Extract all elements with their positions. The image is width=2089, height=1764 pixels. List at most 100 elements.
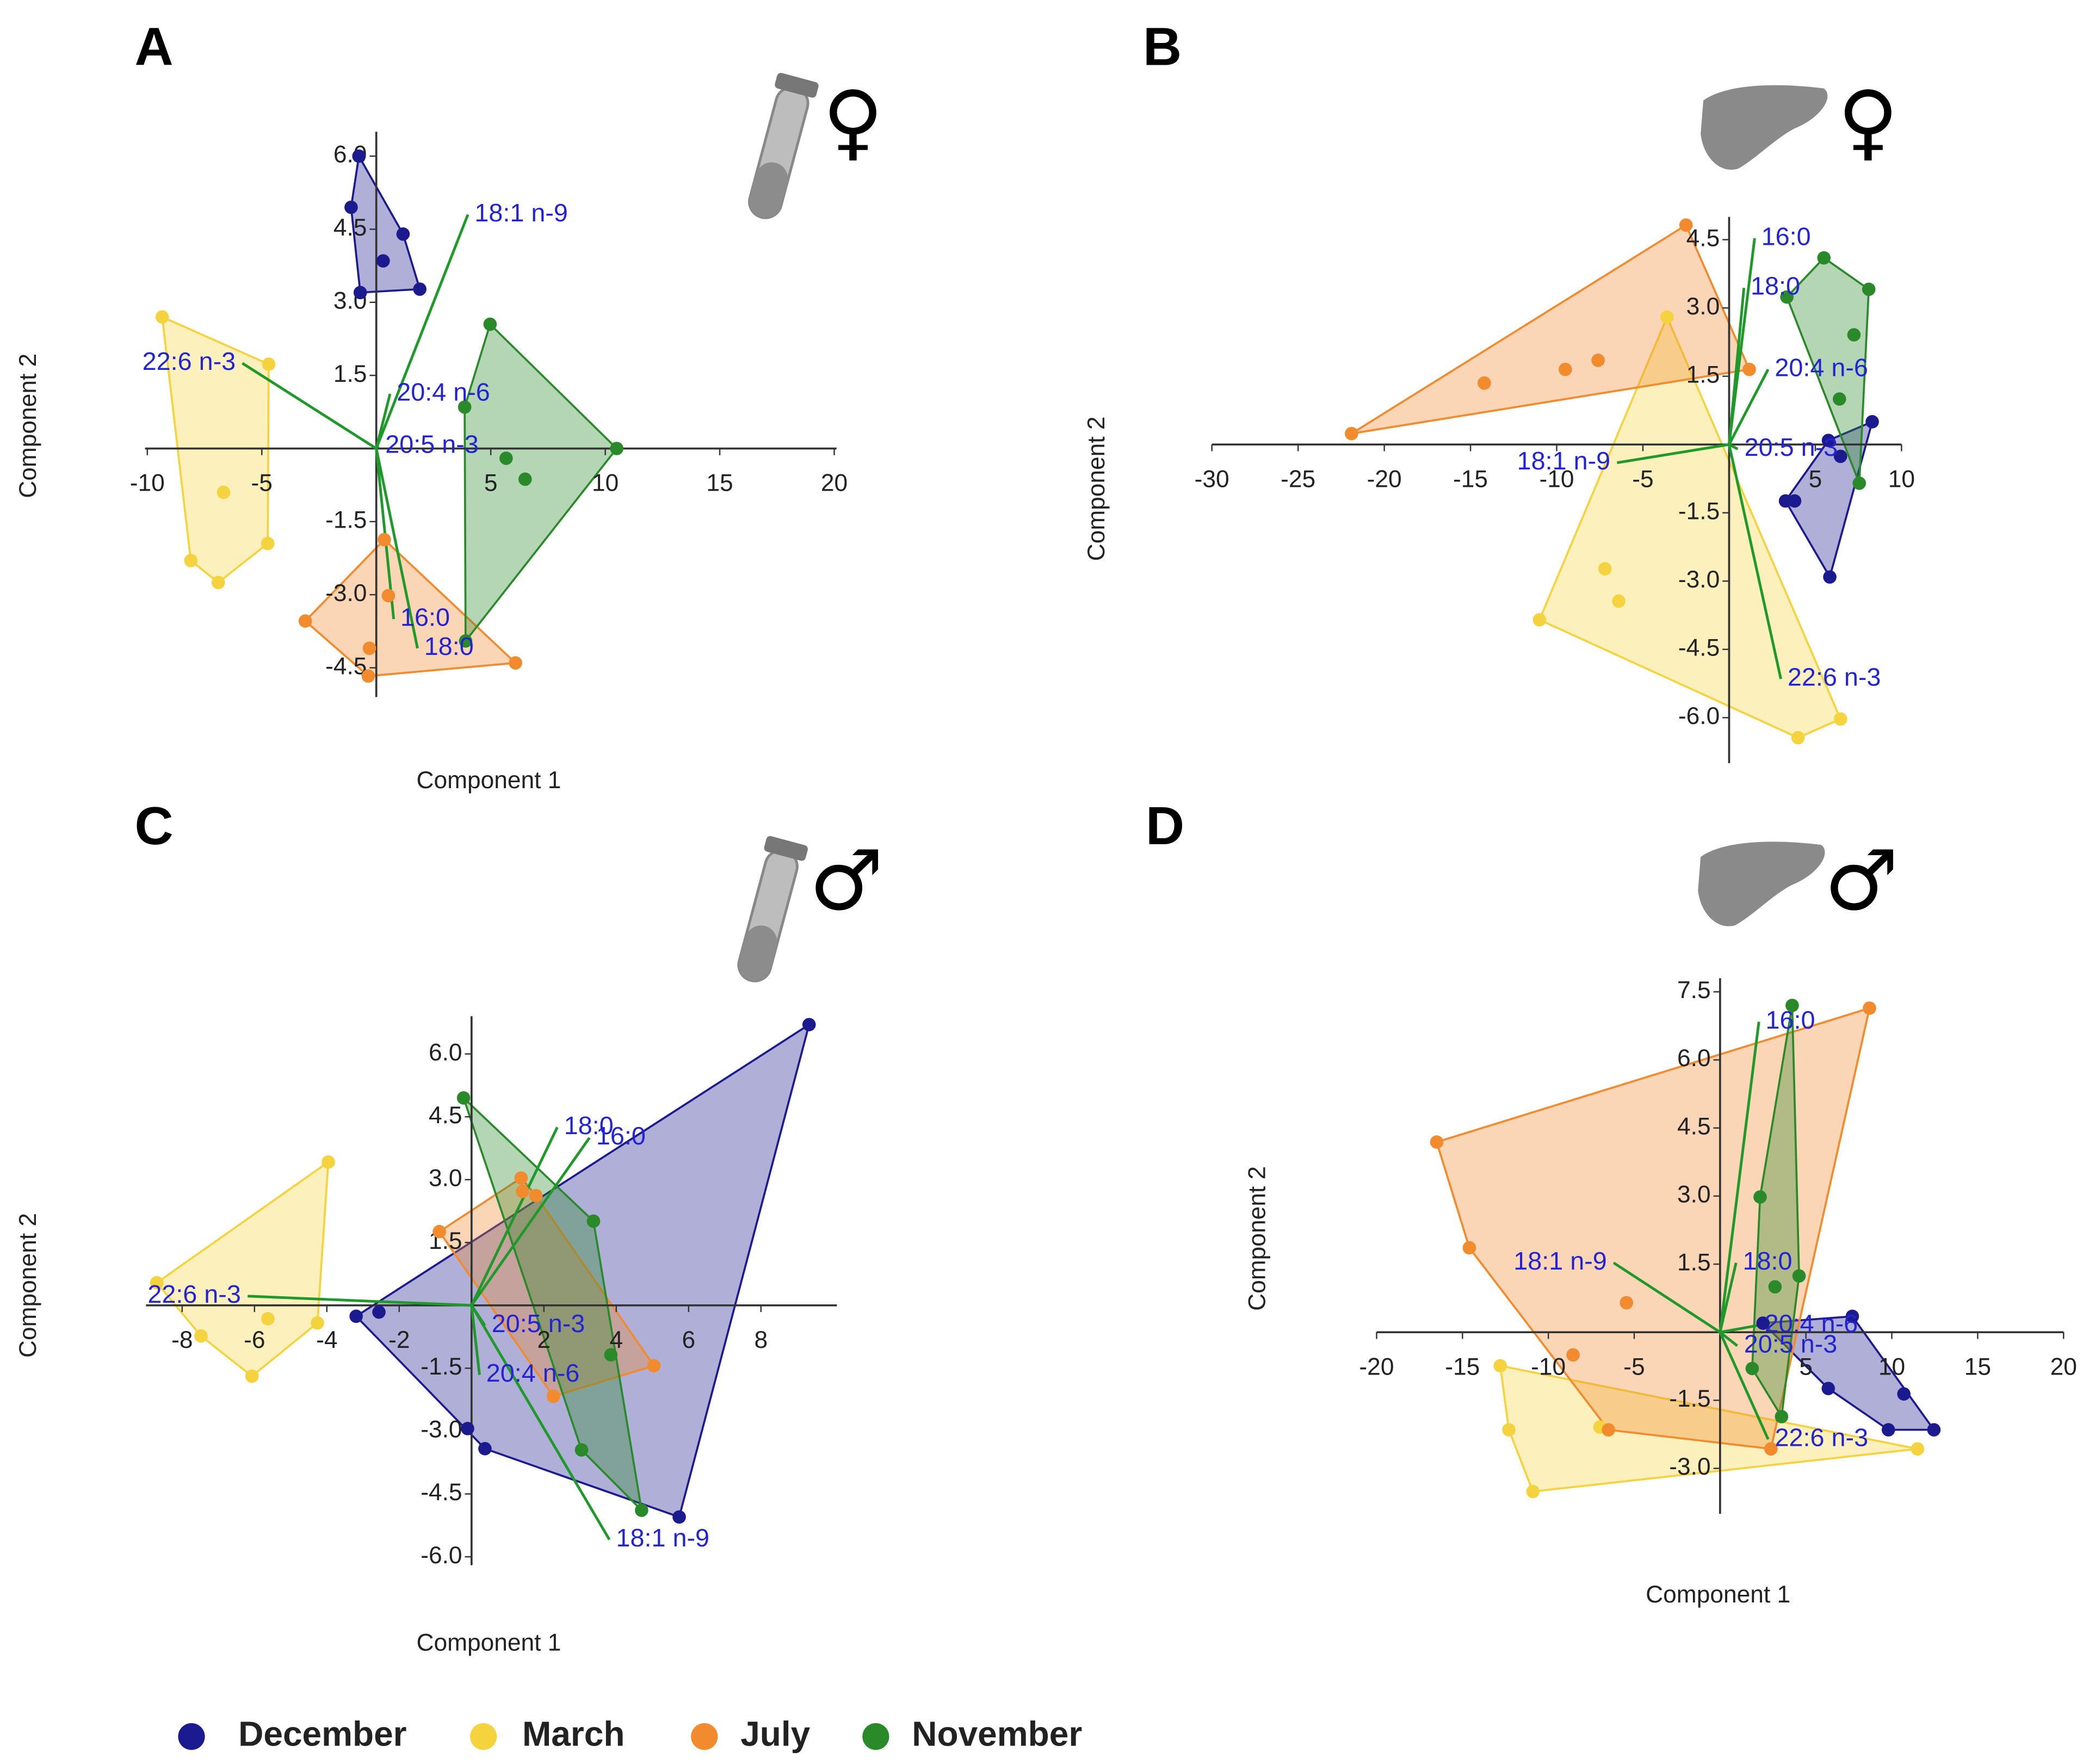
loading-vector [470, 1305, 481, 1375]
loading-label: 18:1 n-9 [1517, 447, 1611, 475]
point [194, 1329, 208, 1343]
point [344, 200, 358, 214]
point [635, 1503, 648, 1517]
x-tick-label: -10 [1531, 1353, 1566, 1380]
loading-vector [1728, 368, 1770, 445]
y-tick-label: 1.5 [1677, 1249, 1711, 1276]
y-tick-label: -4.5 [1678, 635, 1720, 661]
point [529, 1189, 543, 1203]
point [1478, 376, 1491, 390]
y-tick-label: -1.5 [421, 1353, 462, 1380]
point [1591, 354, 1605, 367]
x-tick-label: 10 [592, 470, 619, 497]
point [1532, 613, 1547, 627]
y-tick-label: 4.5 [1686, 225, 1720, 251]
point [245, 1369, 259, 1383]
point [211, 575, 225, 590]
tube-icon [737, 836, 808, 982]
point [298, 614, 312, 628]
x-tick-label: 20 [2050, 1353, 2077, 1380]
legend: December March July November [178, 1714, 1082, 1753]
point [1526, 1484, 1540, 1499]
panel: B ♀ Component 2 -30 -25 -20 -15 -10 -5 5 10 4.5 3.0 1… [1083, 17, 1915, 764]
y-tick-label: -3.0 [325, 580, 367, 606]
point [1756, 1316, 1770, 1330]
point [1559, 362, 1572, 376]
sex-symbol: ♂ [1824, 832, 1899, 929]
point [1742, 362, 1756, 376]
point [478, 1441, 492, 1456]
x-tick-label: -6 [244, 1327, 265, 1353]
point [1679, 218, 1693, 232]
x-tick-label: 10 [1878, 1353, 1905, 1380]
point [150, 1276, 164, 1290]
point [499, 451, 513, 465]
point [1832, 392, 1846, 406]
y-tick-label: 4.5 [333, 214, 367, 241]
x-tick-label: 15 [706, 470, 733, 497]
x-tick-label: -20 [1359, 1353, 1394, 1380]
x-tick-label: -4 [316, 1327, 337, 1353]
loading-vector [1719, 1332, 1770, 1440]
x-tick-label: 10 [1888, 466, 1915, 492]
point [456, 1091, 471, 1105]
x-tick-label: -10 [1540, 466, 1574, 492]
hull [1435, 1006, 1871, 1450]
point [1821, 1382, 1835, 1395]
panel-letter: D [1146, 796, 1184, 856]
y-tick-label: -3.0 [421, 1416, 462, 1443]
point [1612, 594, 1626, 608]
sex-symbol: ♀ [1838, 73, 1899, 170]
point [396, 227, 410, 241]
loading-label: 20:4 n-6 [486, 1359, 580, 1387]
x-axis-label: Component 1 [416, 1629, 561, 1656]
point [349, 1309, 363, 1323]
point [1598, 562, 1612, 575]
y-tick-label: 6.0 [429, 1039, 462, 1066]
point [1833, 712, 1847, 726]
loading-vector [1728, 444, 1782, 679]
point [1493, 1359, 1507, 1373]
x-tick-label: -5 [1623, 1353, 1645, 1380]
y-tick-label: -1.5 [1678, 498, 1720, 524]
liver-icon [1698, 841, 1825, 926]
y-tick-label: 7.5 [1677, 977, 1711, 1004]
x-tick-label: -2 [388, 1327, 410, 1353]
point [1833, 449, 1847, 463]
x-tick-label: -5 [251, 470, 273, 497]
point [1462, 1241, 1476, 1255]
y-tick-label: 1.5 [1686, 361, 1720, 388]
panel-letter: C [135, 796, 174, 856]
y-tick-label: -6.0 [421, 1542, 462, 1569]
loading-vector [1617, 443, 1729, 465]
point [610, 442, 623, 455]
y-axis-label: Component 2 [15, 1213, 41, 1358]
hull [1751, 1005, 1800, 1420]
x-tick-label: 15 [1964, 1353, 1991, 1380]
x-tick-label: -5 [1632, 466, 1653, 492]
y-tick-label: 3.0 [1686, 293, 1720, 320]
point [378, 533, 391, 547]
loading-label: 18:0 [424, 632, 474, 660]
hull [350, 153, 422, 294]
loading-label: 20:5 n-3 [385, 430, 479, 458]
y-axis-label: Component 2 [1083, 416, 1110, 561]
point [413, 282, 427, 296]
point [1845, 1309, 1859, 1323]
loading-vector [375, 393, 392, 449]
point [459, 634, 473, 648]
point [1792, 1269, 1806, 1283]
loading-label: 18:1 n-9 [616, 1524, 709, 1552]
loading-vector [1612, 1261, 1721, 1334]
loading-vector [375, 445, 380, 450]
loading-label: 18:0 [1751, 272, 1800, 300]
legend-swatch [862, 1723, 889, 1750]
point [1602, 1423, 1615, 1437]
point [1430, 1135, 1444, 1149]
point [518, 472, 532, 486]
point [1345, 426, 1358, 441]
loading-label: 18:1 n-9 [474, 199, 568, 227]
loading-label: 16:0 [1766, 1006, 1815, 1034]
